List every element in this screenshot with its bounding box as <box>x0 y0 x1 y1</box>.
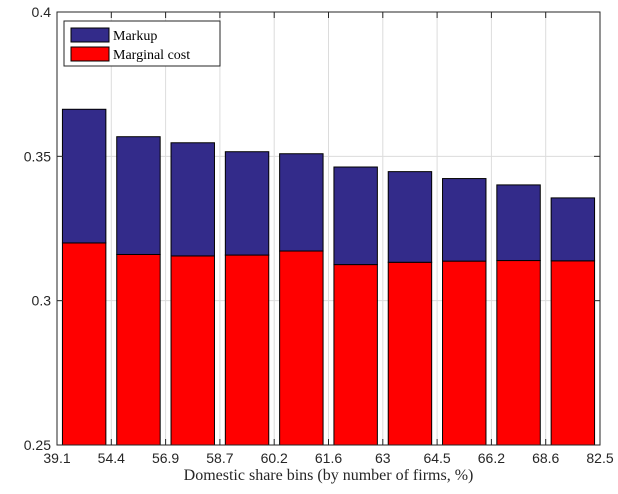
legend-entry: Markup <box>113 29 157 44</box>
x-tick-label: 66.2 <box>478 450 505 466</box>
legend-entry: Marginal cost <box>113 48 190 63</box>
legend: Markup Marginal cost <box>63 20 221 67</box>
x-tick-label: 54.4 <box>98 450 125 466</box>
bar-marginal-cost <box>116 253 161 446</box>
y-tick-label: 0.35 <box>24 148 51 164</box>
y-tick-label: 0.4 <box>32 4 52 20</box>
bar-marginal-cost <box>333 264 378 446</box>
ticks: 0.25 0.3 0.35 0.4 39.1 54.4 56.9 58.7 60.2 61.6 63… <box>24 4 614 466</box>
bar-marginal-cost <box>170 255 215 446</box>
x-axis-label: Domestic share bins (by number of firms,… <box>184 467 474 484</box>
bar-marginal-cost <box>279 250 324 446</box>
bar-markup <box>550 197 596 262</box>
y-tick-label: 0.3 <box>32 293 52 309</box>
bars <box>61 108 596 446</box>
bar-markup <box>116 136 161 255</box>
x-tick-label: 60.2 <box>261 450 288 466</box>
bar-marginal-cost <box>550 260 596 446</box>
x-tick-label: 58.7 <box>206 450 233 466</box>
legend-swatch <box>70 46 110 62</box>
bar-markup <box>496 184 541 262</box>
y-tick-label: 0.25 <box>24 437 51 453</box>
bar-markup <box>387 171 433 263</box>
bar-markup <box>61 108 107 244</box>
x-tick-label: 63 <box>375 450 391 466</box>
x-tick-label: 82.5 <box>586 450 613 466</box>
x-tick-label: 64.5 <box>423 450 450 466</box>
x-tick-label: 39.1 <box>43 450 70 466</box>
bar-marginal-cost <box>387 261 433 446</box>
bar-markup <box>442 178 487 262</box>
bar-markup <box>333 166 378 266</box>
bar-markup <box>224 151 270 256</box>
bar-marginal-cost <box>224 254 270 446</box>
x-tick-label: 61.6 <box>315 450 342 466</box>
bar-marginal-cost <box>61 242 107 446</box>
bar-markup <box>170 142 215 257</box>
legend-swatch <box>70 27 110 43</box>
bar-marginal-cost <box>442 260 487 446</box>
bar-marginal-cost <box>496 260 541 446</box>
x-tick-label: 68.6 <box>532 450 559 466</box>
bar-markup <box>279 153 324 252</box>
x-tick-label: 56.9 <box>152 450 179 466</box>
